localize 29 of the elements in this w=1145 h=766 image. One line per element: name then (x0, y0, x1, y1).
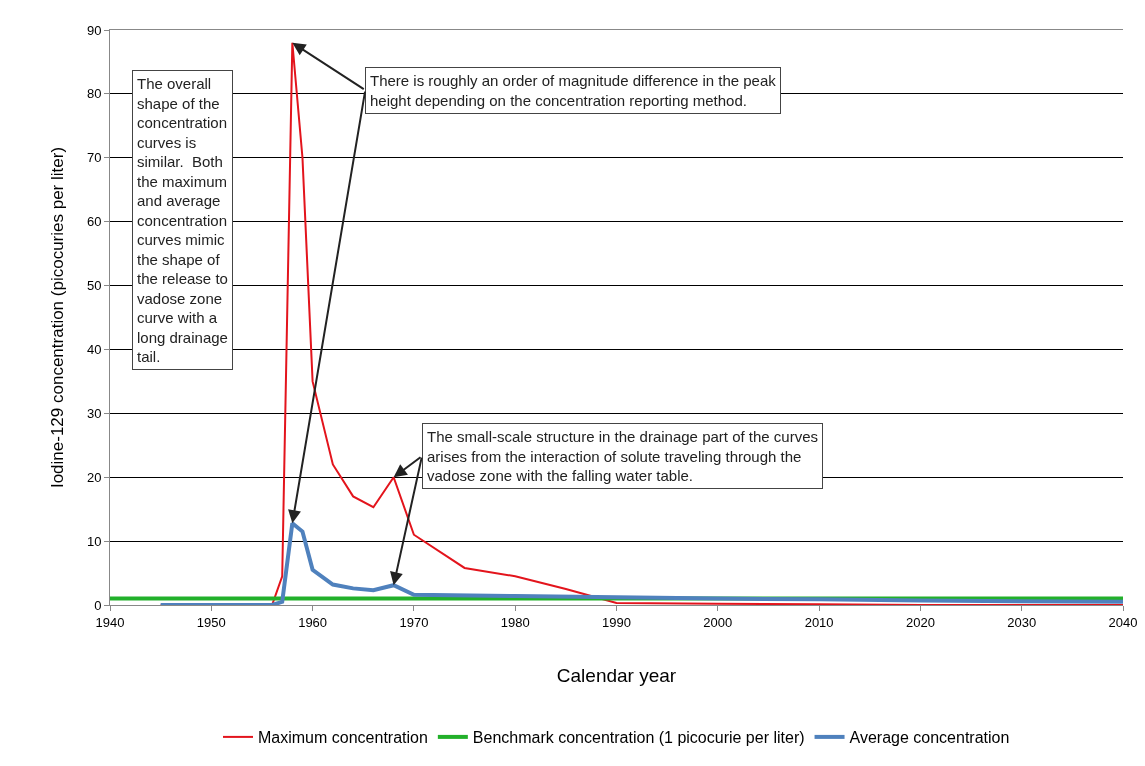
x-tick-label: 1950 (196, 614, 226, 630)
y-tick-label: 20 (86, 469, 102, 485)
x-tick-label: 2020 (905, 614, 935, 630)
x-tick-label: 1940 (95, 614, 125, 630)
annotation: There is roughly an order of magnitude difference in the peak height depending on the concentration reporting method. (370, 72, 777, 109)
x-tick-label: 1970 (399, 614, 429, 630)
y-tick-label: 90 (86, 22, 102, 38)
y-tick-label: 70 (86, 150, 102, 166)
text: The overall shape of the concentration curves is similar. Both the maximum and average concentration curves mimic the shape of the release to vadose zone curve with a long drainage tail. (137, 75, 228, 365)
x-tick-label: 1960 (298, 614, 328, 630)
legend-label: Average concentration (849, 729, 1010, 747)
y-tick-label: 60 (86, 214, 102, 230)
x-tick-label: 2010 (804, 614, 834, 630)
x-axis-title: Calendar year (556, 665, 677, 687)
legend-label: Benchmark concentration (1 picocurie per liter) (472, 729, 805, 747)
y-tick-label: 30 (86, 405, 102, 421)
annotation: The small-scale structure in the drainage part of the curves arises from the interaction of solute traveling through the vadose zone with the falling water table. (427, 428, 819, 484)
x-tick-label: 1980 (500, 614, 530, 630)
y-tick-label: 40 (86, 341, 102, 357)
x-tick-label: 1990 (602, 614, 631, 630)
x-tick-label: 2000 (703, 614, 733, 630)
y-tick-label: 0 (94, 597, 102, 613)
x-tick-label: 2030 (1007, 614, 1037, 630)
x-tick-label: 2040 (1108, 614, 1138, 630)
y-tick-label: 10 (86, 533, 102, 549)
legend-label: Maximum concentration (258, 729, 428, 747)
y-axis-title: Iodine-129 concentration (picocuries per liter) (48, 146, 68, 489)
y-tick-label: 50 (86, 278, 102, 294)
y-tick-label: 80 (86, 86, 102, 102)
